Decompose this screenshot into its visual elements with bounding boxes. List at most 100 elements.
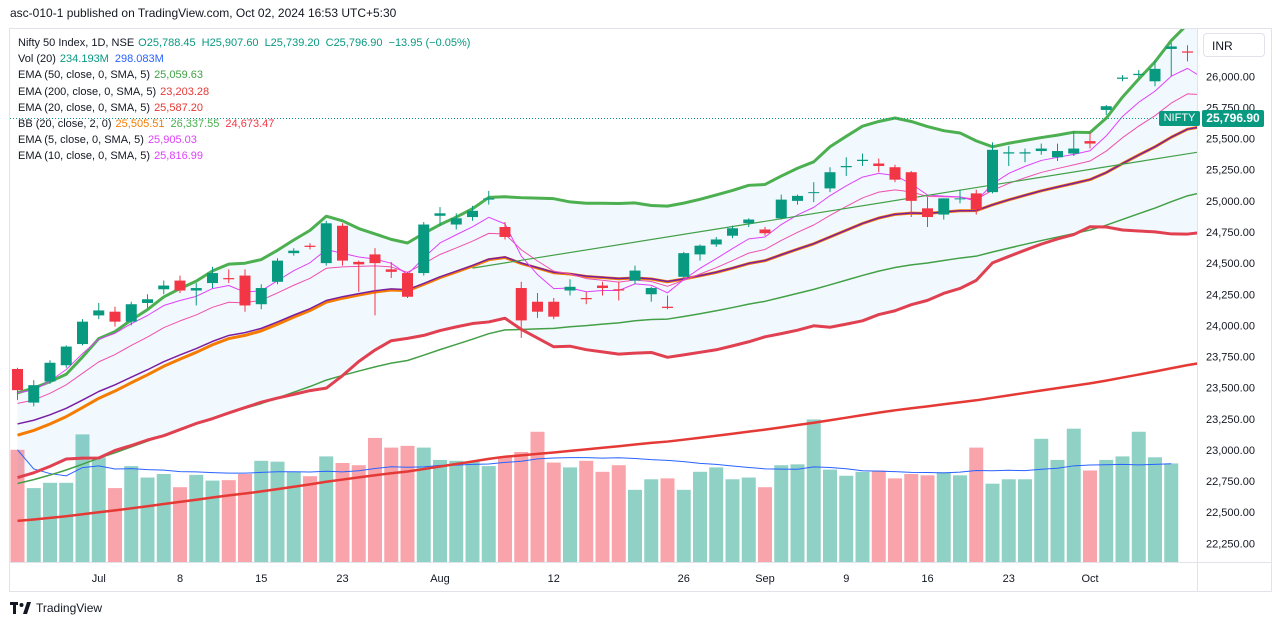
bb-lower-line: [17, 225, 1197, 479]
candle-body: [255, 288, 267, 305]
candle-body: [190, 288, 202, 291]
legend-row[interactable]: EMA (50, close, 0, SMA, 5) 25,059.63: [18, 67, 470, 83]
volume-bar: [1099, 459, 1114, 562]
candle-body: [1003, 152, 1015, 154]
candle-body: [1019, 152, 1031, 154]
candle-body: [1133, 73, 1145, 76]
volume-bar: [823, 469, 837, 562]
volume-bar: [676, 489, 691, 562]
legend-row[interactable]: EMA (5, close, 0, SMA, 5) 25,905.03: [18, 132, 470, 148]
volume-bar: [91, 457, 106, 562]
candle-body: [60, 346, 72, 366]
candle-body: [792, 195, 803, 201]
candle-body: [938, 198, 950, 215]
trendline: [472, 151, 1197, 269]
candle-body: [1149, 68, 1161, 82]
volume-bar: [498, 456, 512, 562]
candle-body: [1035, 148, 1047, 152]
volume-bar: [43, 482, 57, 562]
legend-value: 298.083M: [114, 53, 164, 66]
volume-bar: [335, 463, 350, 562]
y-tick-label: 23,750.00: [1206, 352, 1255, 364]
candle-body: [629, 270, 641, 281]
legend-row[interactable]: EMA (200, close, 0, SMA, 5) 23,203.28: [18, 84, 470, 100]
legend-value: 25,059.63: [154, 69, 203, 82]
candle-body: [775, 199, 787, 219]
candle-body: [1084, 141, 1096, 144]
volume-bar: [270, 461, 285, 562]
legend-value: 234.193M: [59, 53, 109, 66]
candle-body: [954, 198, 966, 200]
volume-bar: [75, 434, 90, 562]
legend-label: Nifty 50 Index, 1D, NSE: [18, 37, 135, 49]
volume-bar: [400, 445, 415, 562]
volume-bar: [611, 465, 626, 562]
candle-body: [580, 297, 592, 300]
volume-bar: [806, 419, 821, 562]
volume-bar: [221, 480, 236, 562]
legend-value: 25,905.03: [147, 134, 197, 147]
legend-row[interactable]: Nifty 50 Index, 1D, NSE O25,788.45 H25,907…: [18, 35, 470, 51]
candle-body: [109, 311, 121, 322]
volume-bar: [888, 478, 902, 562]
candle-body: [28, 385, 40, 403]
volume-bar: [839, 475, 854, 562]
legend-label: EMA (20, close, 0, SMA, 5): [18, 101, 151, 114]
volume-bar: [156, 474, 171, 562]
legend-row[interactable]: BB (20, close, 2, 0) 25,505.51 26,337.55 24…: [18, 116, 470, 132]
candle-body: [710, 239, 722, 245]
volume-bar: [189, 474, 204, 562]
candle-body: [694, 245, 706, 255]
legend-row[interactable]: EMA (20, close, 0, SMA, 5) 25,587.20: [18, 100, 470, 116]
volume-bar: [368, 437, 382, 562]
volume-bar: [628, 489, 642, 562]
footer[interactable]: TradingView: [10, 601, 102, 615]
legend-label: EMA (10, close, 0, SMA, 5): [18, 150, 151, 163]
y-tick-label: 25,000.00: [1206, 196, 1255, 208]
volume-bar: [1018, 479, 1032, 562]
legend-value: 25,505.51: [115, 117, 165, 130]
x-tick-label: 12: [548, 573, 560, 585]
y-tick-label: 22,500.00: [1206, 507, 1255, 519]
volume-bar: [530, 431, 545, 562]
x-tick-label: 26: [678, 573, 690, 585]
ema-20-line: [17, 126, 1197, 425]
volume-bar: [579, 460, 594, 562]
volume-bar: [1050, 459, 1065, 562]
candle-body: [272, 260, 283, 282]
y-tick-label: 22,250.00: [1206, 538, 1255, 550]
x-tick-label: 16: [921, 573, 933, 585]
footer-brand: TradingView: [36, 601, 103, 615]
x-tick-label: 9: [843, 573, 849, 585]
legend-label: EMA (5, close, 0, SMA, 5): [18, 134, 144, 147]
legend-row[interactable]: Vol (20) 234.193M 298.083M: [18, 51, 470, 67]
volume-bar: [514, 452, 529, 562]
legend-value: 26,337.55: [170, 117, 220, 130]
volume-bar: [319, 456, 334, 562]
legend-value: C25,796.90: [325, 37, 383, 49]
candle-body: [727, 228, 738, 236]
y-tick-label: 25,250.00: [1206, 165, 1255, 177]
candle-body: [987, 149, 998, 193]
volume-bar: [904, 474, 919, 562]
volume-bar: [140, 477, 155, 562]
x-tick-label: 8: [177, 573, 183, 585]
y-tick-label: 24,500.00: [1206, 258, 1255, 270]
legend-row[interactable]: EMA (10, close, 0, SMA, 5) 25,816.99: [18, 148, 470, 164]
candle-body: [597, 285, 608, 289]
candle-body: [1068, 148, 1080, 154]
candle-body: [548, 301, 560, 317]
candle-body: [678, 253, 690, 277]
y-tick-label: 26,000.00: [1206, 71, 1255, 83]
volume-bar: [173, 487, 187, 562]
currency-selector[interactable]: INR: [1203, 33, 1265, 57]
volume-bar: [286, 471, 301, 562]
x-tick-label: Aug: [430, 573, 450, 585]
candle-body: [337, 225, 348, 261]
legend-value: 25,816.99: [154, 150, 203, 163]
volume-bar: [465, 461, 480, 562]
volume-bar: [1083, 470, 1097, 562]
x-axis: Jul 8 15 23 Aug 12 26 Sep 9 16 23 Oct: [92, 573, 1099, 585]
candle-body: [450, 218, 462, 225]
